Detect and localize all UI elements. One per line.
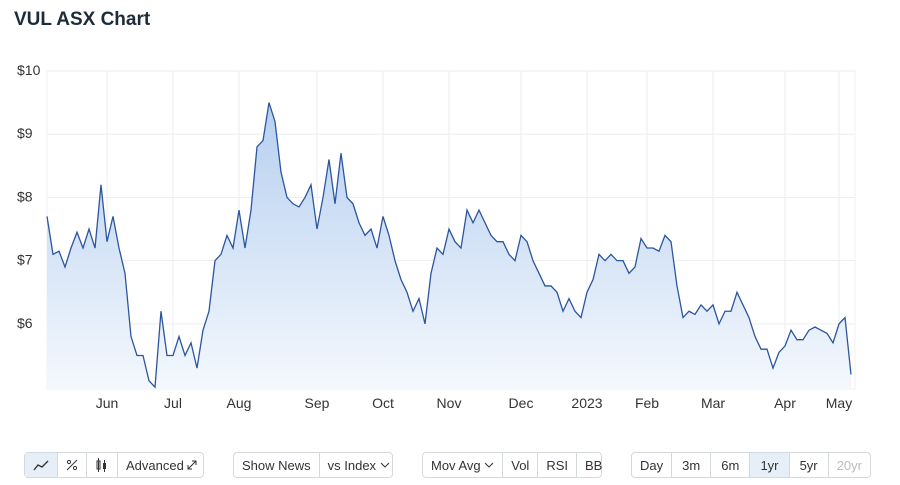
x-tick-label: Nov [437,395,462,411]
range-button[interactable]: Day [632,453,673,477]
range-button[interactable]: 1yr [750,453,790,477]
range-button[interactable]: 5yr [790,453,829,477]
range-button[interactable]: 6m [711,453,751,477]
overlay-group: Show News vs Index [233,452,393,478]
chart-title: VUL ASX Chart [14,9,151,30]
advanced-label: Advanced [126,457,184,473]
vs-index-label: vs Index [327,457,377,473]
y-tick-label: $7 [17,252,33,268]
chart-type-group: Advanced [24,452,204,478]
x-tick-label: Oct [372,395,394,411]
mov-avg-label: Mov Avg [431,457,481,473]
x-tick-label: Dec [509,395,534,411]
vol-label: Vol [511,457,530,473]
mov-avg-button[interactable]: Mov Avg [423,453,504,477]
x-tick-label: Jul [164,395,182,411]
chart: VUL ASX Chart $6 $7 $8 $9 $10 Jun Jul Aug Sep Oct… [14,9,856,411]
x-tick-label: Sep [305,395,330,411]
area-fill [47,102,851,389]
rsi-button[interactable]: RSI [538,453,577,477]
range-group: Day 3m 6m 1yr 5yr 20yr [631,452,871,478]
bb-button[interactable]: BB [577,453,610,477]
y-tick-label: $6 [17,315,33,331]
indicator-group: Mov Avg Vol RSI BB [422,452,602,478]
price-line [46,102,852,389]
candle-button[interactable] [87,453,118,477]
x-tick-label: Mar [701,395,725,411]
range-button[interactable]: 3m [672,453,712,477]
y-tick-label: $8 [17,188,33,204]
x-tick-label: Aug [227,395,252,411]
x-tick-label: Jun [96,395,119,411]
vs-index-button[interactable]: vs Index [320,453,398,477]
x-tick-label: Feb [635,395,659,411]
vol-button[interactable]: Vol [503,453,539,477]
percent-button[interactable] [58,453,87,477]
x-tick-label: 2023 [571,395,602,411]
x-tick-label: May [826,395,852,411]
advanced-button[interactable]: Advanced [118,453,205,477]
show-news-label: Show News [242,457,311,473]
y-tick-label: $9 [17,125,33,141]
show-news-button[interactable]: Show News [234,453,320,477]
rsi-label: RSI [546,457,568,473]
bb-label: BB [585,457,603,473]
line-button[interactable] [25,453,58,477]
x-tick-label: Apr [774,395,796,411]
y-tick-label: $10 [17,62,41,78]
range-button: 20yr [836,457,862,473]
